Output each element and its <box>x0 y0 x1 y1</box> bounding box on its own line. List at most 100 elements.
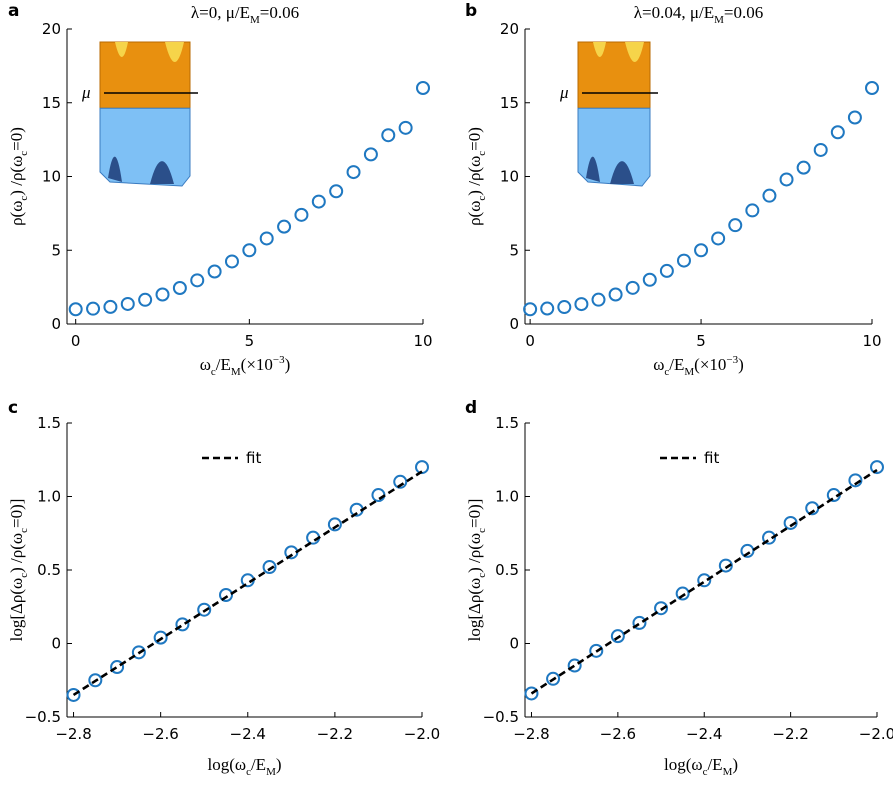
label-part: M <box>250 14 260 26</box>
label-part: M <box>231 366 241 378</box>
inset-dark <box>108 156 174 184</box>
x-tick-label: 5 <box>696 332 706 350</box>
x-tick-label: −2.0 <box>859 725 893 743</box>
data-point <box>371 488 386 503</box>
data-point <box>642 272 657 287</box>
label-part: M <box>723 766 733 778</box>
inset-yellow <box>593 42 644 62</box>
label-part: c <box>18 528 30 533</box>
label-part: ) /ρ(ω <box>465 533 484 573</box>
inset-dark <box>586 156 634 184</box>
data-point <box>120 296 135 311</box>
label-part: ) /ρ(ω <box>7 533 26 573</box>
label-part: ) <box>732 755 738 774</box>
x-tick-label: −2.2 <box>772 725 808 743</box>
y-tick-label: −0.5 <box>483 708 519 726</box>
data-point <box>131 645 146 660</box>
y-axis-label: log[Δρ(ωc) /ρ(ωc=0)] <box>7 499 30 642</box>
label-part: c <box>476 151 488 156</box>
data-point <box>711 231 726 246</box>
data-point <box>632 615 647 630</box>
y-tick-label: 1.5 <box>495 414 519 432</box>
label-part: ) /ρ(ω <box>465 156 484 196</box>
data-point <box>830 125 845 140</box>
data-point <box>779 172 794 187</box>
y-tick-label: 15 <box>42 94 61 112</box>
label-part: ) <box>276 755 282 774</box>
x-tick-label: −2.4 <box>686 725 722 743</box>
panel: d −0.5 0 0.5 1.0 1.5 −2.8 −2.6 −2.4 −2.2 −2.0 log(ω… <box>465 398 893 778</box>
legend-label: fit <box>246 449 261 467</box>
y-tick-label: 0 <box>51 315 61 333</box>
label-part: ) <box>285 355 291 374</box>
data-point <box>589 643 604 658</box>
label-part: c <box>664 366 669 378</box>
data-point <box>381 128 396 143</box>
label-part: −3 <box>726 354 738 366</box>
data-point <box>608 287 623 302</box>
label-part: log[Δρ(ω <box>465 578 484 642</box>
data-point <box>718 558 733 573</box>
data-point <box>745 203 760 218</box>
inset-mu: μ <box>81 83 91 102</box>
label-part: c <box>476 528 488 533</box>
label-part: /E <box>707 755 722 774</box>
y-tick-label: 1.0 <box>37 488 61 506</box>
label-part: M <box>266 766 276 778</box>
data-point <box>762 530 777 545</box>
data-point <box>103 299 118 314</box>
data-point <box>697 573 712 588</box>
data-point <box>68 302 83 317</box>
label-part: ω <box>200 355 211 374</box>
x-tick-label: 10 <box>862 332 881 350</box>
label-part: c <box>476 196 488 201</box>
data-point <box>540 301 555 316</box>
data-point <box>740 543 755 558</box>
data-point <box>762 188 777 203</box>
y-axis-label: ρ(ωc) /ρ(ωc=0) <box>465 127 488 226</box>
x-tick-label: −2.2 <box>317 725 353 743</box>
data-point <box>870 460 884 475</box>
data-point <box>207 264 222 279</box>
legend-label: fit <box>704 449 719 467</box>
y-axis-label: ρ(ωc) /ρ(ωc=0) <box>7 127 30 226</box>
y-tick-label: 1.0 <box>495 488 519 506</box>
y-tick-label: −0.5 <box>25 708 61 726</box>
label-part: −3 <box>273 354 285 366</box>
label-part: M <box>684 366 694 378</box>
label-part: =0.06 <box>260 3 299 22</box>
label-part: c <box>476 573 488 578</box>
label-part: =0.06 <box>724 3 763 22</box>
data-point <box>546 671 561 686</box>
data-point <box>66 687 81 702</box>
y-tick-label: 0 <box>509 315 519 333</box>
label-part: log(ω <box>207 755 246 774</box>
x-tick-label: −2.4 <box>230 725 266 743</box>
data-point <box>153 630 168 645</box>
panel-label: a <box>8 1 19 21</box>
label-part: ) <box>738 355 744 374</box>
data-point <box>567 658 582 673</box>
fit-line <box>72 470 423 697</box>
panel: c −0.5 0 0.5 1.0 1.5 −2.8 −2.6 −2.4 −2.2 −2.0 log(ω… <box>7 398 440 778</box>
data-point <box>676 253 691 268</box>
data-point <box>574 297 589 312</box>
y-tick-label: 15 <box>500 94 519 112</box>
label-part: λ=0.04, μ/E <box>634 3 714 22</box>
x-tick-label: −2.8 <box>513 725 549 743</box>
data-point <box>659 263 674 278</box>
label-part: c <box>246 766 251 778</box>
label-part: log[Δρ(ω <box>7 578 26 642</box>
data-point <box>224 254 239 269</box>
x-tick-label: 10 <box>413 332 432 350</box>
data-point <box>346 165 361 180</box>
data-point <box>327 517 342 532</box>
data-point <box>138 292 153 307</box>
label-part: c <box>18 573 30 578</box>
data-point <box>675 586 690 601</box>
data-point <box>557 300 572 315</box>
data-point <box>175 617 190 632</box>
label-part: =0)] <box>7 499 26 528</box>
label-part: M <box>714 14 724 26</box>
